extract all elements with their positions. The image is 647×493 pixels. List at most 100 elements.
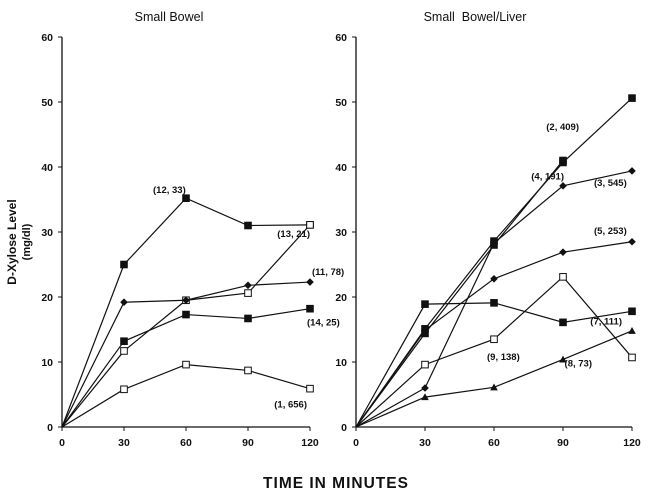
series-1: (12, 33) bbox=[61, 185, 314, 428]
y-tick-label: 40 bbox=[41, 162, 53, 174]
data-point bbox=[182, 360, 190, 369]
data-point bbox=[120, 337, 128, 345]
data-point bbox=[628, 327, 636, 334]
data-point bbox=[421, 384, 429, 392]
y-tick-label: 20 bbox=[335, 292, 347, 304]
y-tick-label: 40 bbox=[335, 162, 347, 174]
series-annotation: (1, 656) bbox=[274, 400, 307, 411]
series-annotation: (2, 409) bbox=[546, 122, 579, 133]
y-tick-label: 10 bbox=[335, 357, 347, 369]
series-1: (2, 409) bbox=[355, 94, 636, 428]
data-point bbox=[421, 300, 429, 308]
series-2: (4, 191) bbox=[355, 156, 567, 428]
series-annotation: (12, 33) bbox=[153, 185, 186, 196]
y-tick-label: 20 bbox=[41, 292, 53, 304]
x-tick-label: 90 bbox=[557, 437, 569, 449]
x-tick-label: 0 bbox=[59, 437, 65, 449]
left-panel-title: Small Bowel bbox=[135, 10, 204, 24]
y-tick-label: 60 bbox=[335, 32, 347, 44]
data-point bbox=[421, 393, 429, 401]
series-line bbox=[355, 241, 633, 428]
data-point bbox=[421, 326, 429, 334]
data-point bbox=[490, 335, 498, 344]
data-point bbox=[490, 383, 498, 391]
x-tick-label: 60 bbox=[488, 437, 500, 449]
series-annotation: (5, 253) bbox=[594, 226, 627, 237]
y-tick-label: 0 bbox=[341, 422, 347, 434]
data-point bbox=[306, 384, 314, 393]
x-tick-label: 120 bbox=[301, 437, 319, 449]
data-point bbox=[559, 182, 567, 190]
data-point bbox=[120, 260, 128, 269]
x-tick-label: 0 bbox=[353, 437, 359, 449]
x-axis-label: TIME IN MINUTES bbox=[263, 475, 409, 492]
data-point bbox=[490, 299, 498, 307]
data-point bbox=[421, 360, 429, 369]
data-point bbox=[120, 385, 128, 394]
data-point bbox=[182, 194, 190, 202]
series-3: (3, 545) bbox=[355, 167, 636, 428]
y-tick-label: 0 bbox=[47, 422, 53, 434]
series-annotation: (14, 25) bbox=[307, 318, 340, 329]
series-line bbox=[355, 97, 633, 428]
y-tick-label: 30 bbox=[335, 227, 347, 239]
data-point bbox=[306, 221, 314, 229]
data-point bbox=[628, 167, 636, 175]
data-point bbox=[559, 273, 567, 281]
series-4: (5, 253) bbox=[355, 226, 636, 428]
series-line bbox=[61, 363, 311, 428]
x-tick-label: 30 bbox=[118, 437, 130, 449]
data-point bbox=[490, 239, 498, 247]
series-annotation: (4, 191) bbox=[531, 172, 564, 183]
data-point bbox=[182, 296, 190, 305]
data-point bbox=[120, 298, 128, 306]
series-annotation: (8, 73) bbox=[565, 358, 592, 369]
series-5: (7, 111) bbox=[355, 299, 636, 428]
x-tick-label: 90 bbox=[242, 437, 254, 449]
y-axis-unit: (mg/dl) bbox=[21, 223, 33, 260]
y-tick-label: 10 bbox=[41, 357, 53, 369]
y-tick-label: 30 bbox=[41, 227, 53, 239]
data-point bbox=[628, 94, 636, 102]
x-tick-label: 30 bbox=[419, 437, 431, 449]
series-line bbox=[355, 160, 564, 428]
series-annotation: (11, 78) bbox=[312, 267, 344, 278]
data-point bbox=[120, 347, 128, 355]
series-4: (14, 25) bbox=[61, 304, 340, 428]
data-point bbox=[628, 237, 636, 246]
series-annotation: (9, 138) bbox=[487, 352, 520, 363]
x-tick-label: 60 bbox=[180, 437, 192, 449]
data-point bbox=[490, 275, 498, 283]
series-3: (11, 78) bbox=[61, 267, 344, 428]
data-point bbox=[559, 318, 567, 327]
series-annotation: (13, 21) bbox=[277, 229, 310, 240]
data-point bbox=[628, 307, 636, 316]
series-annotation: (7, 111) bbox=[590, 316, 622, 327]
right-panel-title: Small Bowel/Liver bbox=[424, 10, 527, 24]
data-point bbox=[559, 248, 567, 256]
series-7: (9, 138) bbox=[355, 327, 636, 428]
data-point bbox=[182, 310, 190, 319]
y-tick-label: 50 bbox=[41, 97, 53, 109]
series-6: (8, 73) bbox=[355, 273, 636, 428]
series-annotation: (3, 545) bbox=[594, 178, 627, 189]
y-axis-label: D-Xylose Level bbox=[5, 199, 19, 284]
data-point bbox=[244, 314, 252, 323]
data-point bbox=[306, 278, 314, 286]
data-point bbox=[244, 289, 252, 297]
x-tick-label: 120 bbox=[623, 437, 641, 449]
data-point bbox=[628, 353, 636, 362]
data-point bbox=[244, 221, 252, 230]
series-5: (1, 656) bbox=[61, 360, 314, 428]
series-2: (13, 21) bbox=[61, 221, 314, 428]
right-chart: 0 30 60 90 120 0 10 20 30 40 50 60 (2, 409) (4, 191) (… bbox=[335, 32, 641, 449]
series-line bbox=[61, 224, 311, 428]
data-point bbox=[306, 304, 314, 313]
y-tick-label: 50 bbox=[335, 97, 347, 109]
data-point bbox=[244, 281, 252, 290]
y-tick-label: 60 bbox=[41, 32, 53, 44]
data-point bbox=[244, 366, 252, 375]
series-line bbox=[355, 330, 633, 428]
data-point bbox=[559, 156, 567, 165]
